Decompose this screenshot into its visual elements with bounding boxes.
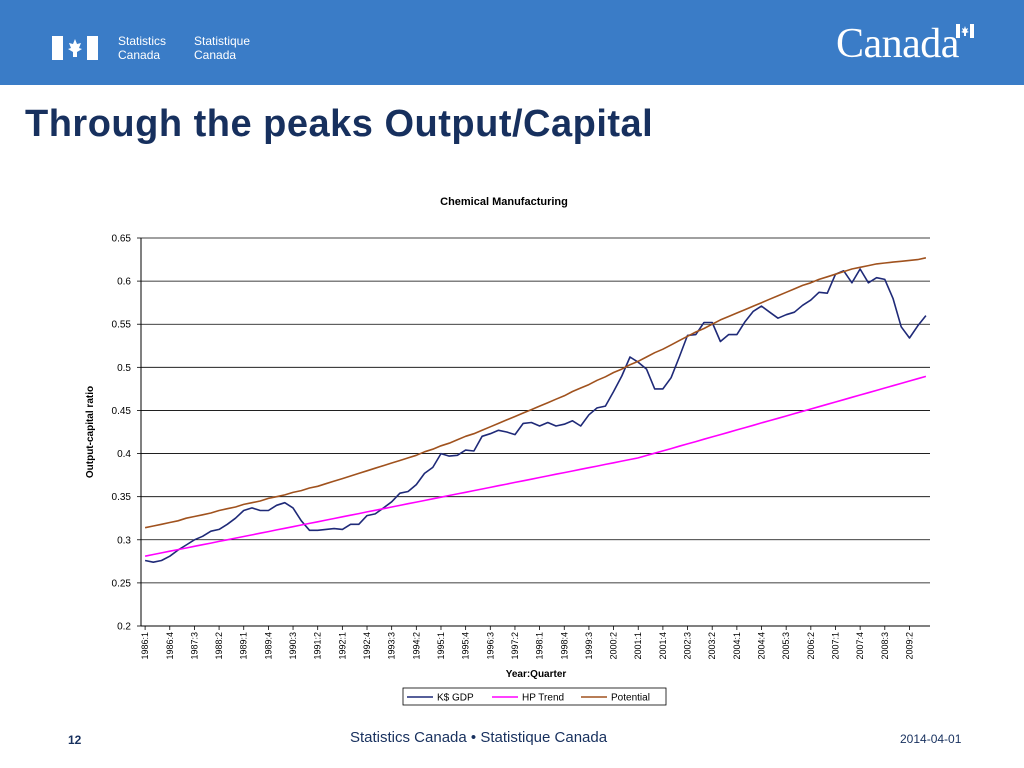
x-tick-label: 1986:4 (165, 632, 175, 660)
x-tick-label: 2007:4 (855, 632, 865, 660)
x-tick-label: 2004:1 (732, 632, 742, 660)
x-tick-label: 1993:3 (387, 632, 397, 660)
x-tick-label: 2009:2 (904, 632, 914, 660)
legend-label: K$ GDP (437, 693, 474, 704)
org-en-line1: Statistics (118, 34, 167, 48)
header-bar: Statistics Canada Statistique Canada Can… (0, 0, 1024, 85)
y-tick-label: 0.55 (112, 320, 132, 331)
y-tick-label: 0.45 (112, 406, 132, 417)
x-tick-label: 1997:2 (510, 632, 520, 660)
x-tick-label: 1991:2 (313, 632, 323, 660)
x-tick-label: 1989:1 (239, 632, 249, 660)
canada-wordmark: Canada (836, 21, 959, 67)
y-tick-label: 0.25 (112, 578, 132, 589)
x-tick-label: 2004:4 (757, 632, 767, 660)
org-fr-line2: Canada (194, 48, 237, 62)
y-tick-label: 0.65 (112, 234, 132, 245)
x-axis-label: Year:Quarter (506, 669, 567, 680)
x-tick-label: 2008:3 (880, 632, 890, 660)
footer-org-text: Statistics Canada • Statistique Canada (350, 729, 608, 746)
x-tick-label: 1990:3 (288, 632, 298, 660)
canada-flag-icon (52, 36, 98, 60)
x-tick-label: 2003:2 (707, 632, 717, 660)
x-tick-label: 1998:1 (535, 632, 545, 660)
y-axis-label: Output-capital ratio (85, 386, 96, 478)
x-tick-label: 1986:1 (140, 632, 150, 660)
x-tick-label: 2001:1 (633, 632, 643, 660)
x-tick-label: 1992:1 (337, 632, 347, 660)
chart-title: Chemical Manufacturing (440, 196, 568, 208)
x-tick-label: 1994:2 (411, 632, 421, 660)
x-tick-label: 1995:1 (436, 632, 446, 660)
x-tick-label: 1989:4 (263, 632, 273, 660)
legend-box (402, 687, 667, 706)
org-name-french: Statistique Canada (194, 34, 250, 62)
x-tick-label: 2000:2 (609, 632, 619, 660)
x-tick-label: 2005:3 (781, 632, 791, 660)
org-name-english: Statistics Canada (118, 34, 166, 62)
x-tick-label: 2002:3 (683, 632, 693, 660)
legend-label: Potential (611, 693, 650, 704)
y-tick-label: 0.4 (117, 449, 131, 460)
slide-title: Through the peaks Output/Capital (25, 103, 654, 145)
legend-label: HP Trend (522, 693, 564, 704)
y-tick-label: 0.2 (117, 622, 131, 633)
org-fr-line1: Statistique (194, 34, 251, 48)
y-tick-label: 0.3 (117, 535, 131, 546)
x-tick-label: 1987:3 (189, 632, 199, 660)
y-tick-label: 0.35 (112, 492, 132, 503)
x-tick-label: 1998:4 (559, 632, 569, 660)
x-tick-label: 1992:4 (362, 632, 372, 660)
footer-date: 2014-04-01 (900, 732, 962, 746)
series-line-k-gdp (144, 268, 927, 564)
x-tick-label: 2006:2 (806, 632, 816, 660)
x-tick-label: 2007:1 (830, 632, 840, 660)
y-tick-label: 0.5 (117, 363, 131, 374)
x-tick-label: 1988:2 (214, 632, 224, 660)
x-tick-label: 2001:4 (658, 632, 668, 660)
page-number: 12 (68, 733, 82, 747)
series-line-hp-trend (144, 375, 927, 557)
wordmark-flag-icon (956, 24, 974, 38)
org-en-line2: Canada (118, 48, 161, 62)
x-tick-label: 1996:3 (485, 632, 495, 660)
x-tick-label: 1999:3 (584, 632, 594, 660)
x-tick-label: 1995:4 (461, 632, 471, 660)
y-tick-label: 0.6 (117, 277, 131, 288)
series-line-potential (144, 257, 927, 529)
